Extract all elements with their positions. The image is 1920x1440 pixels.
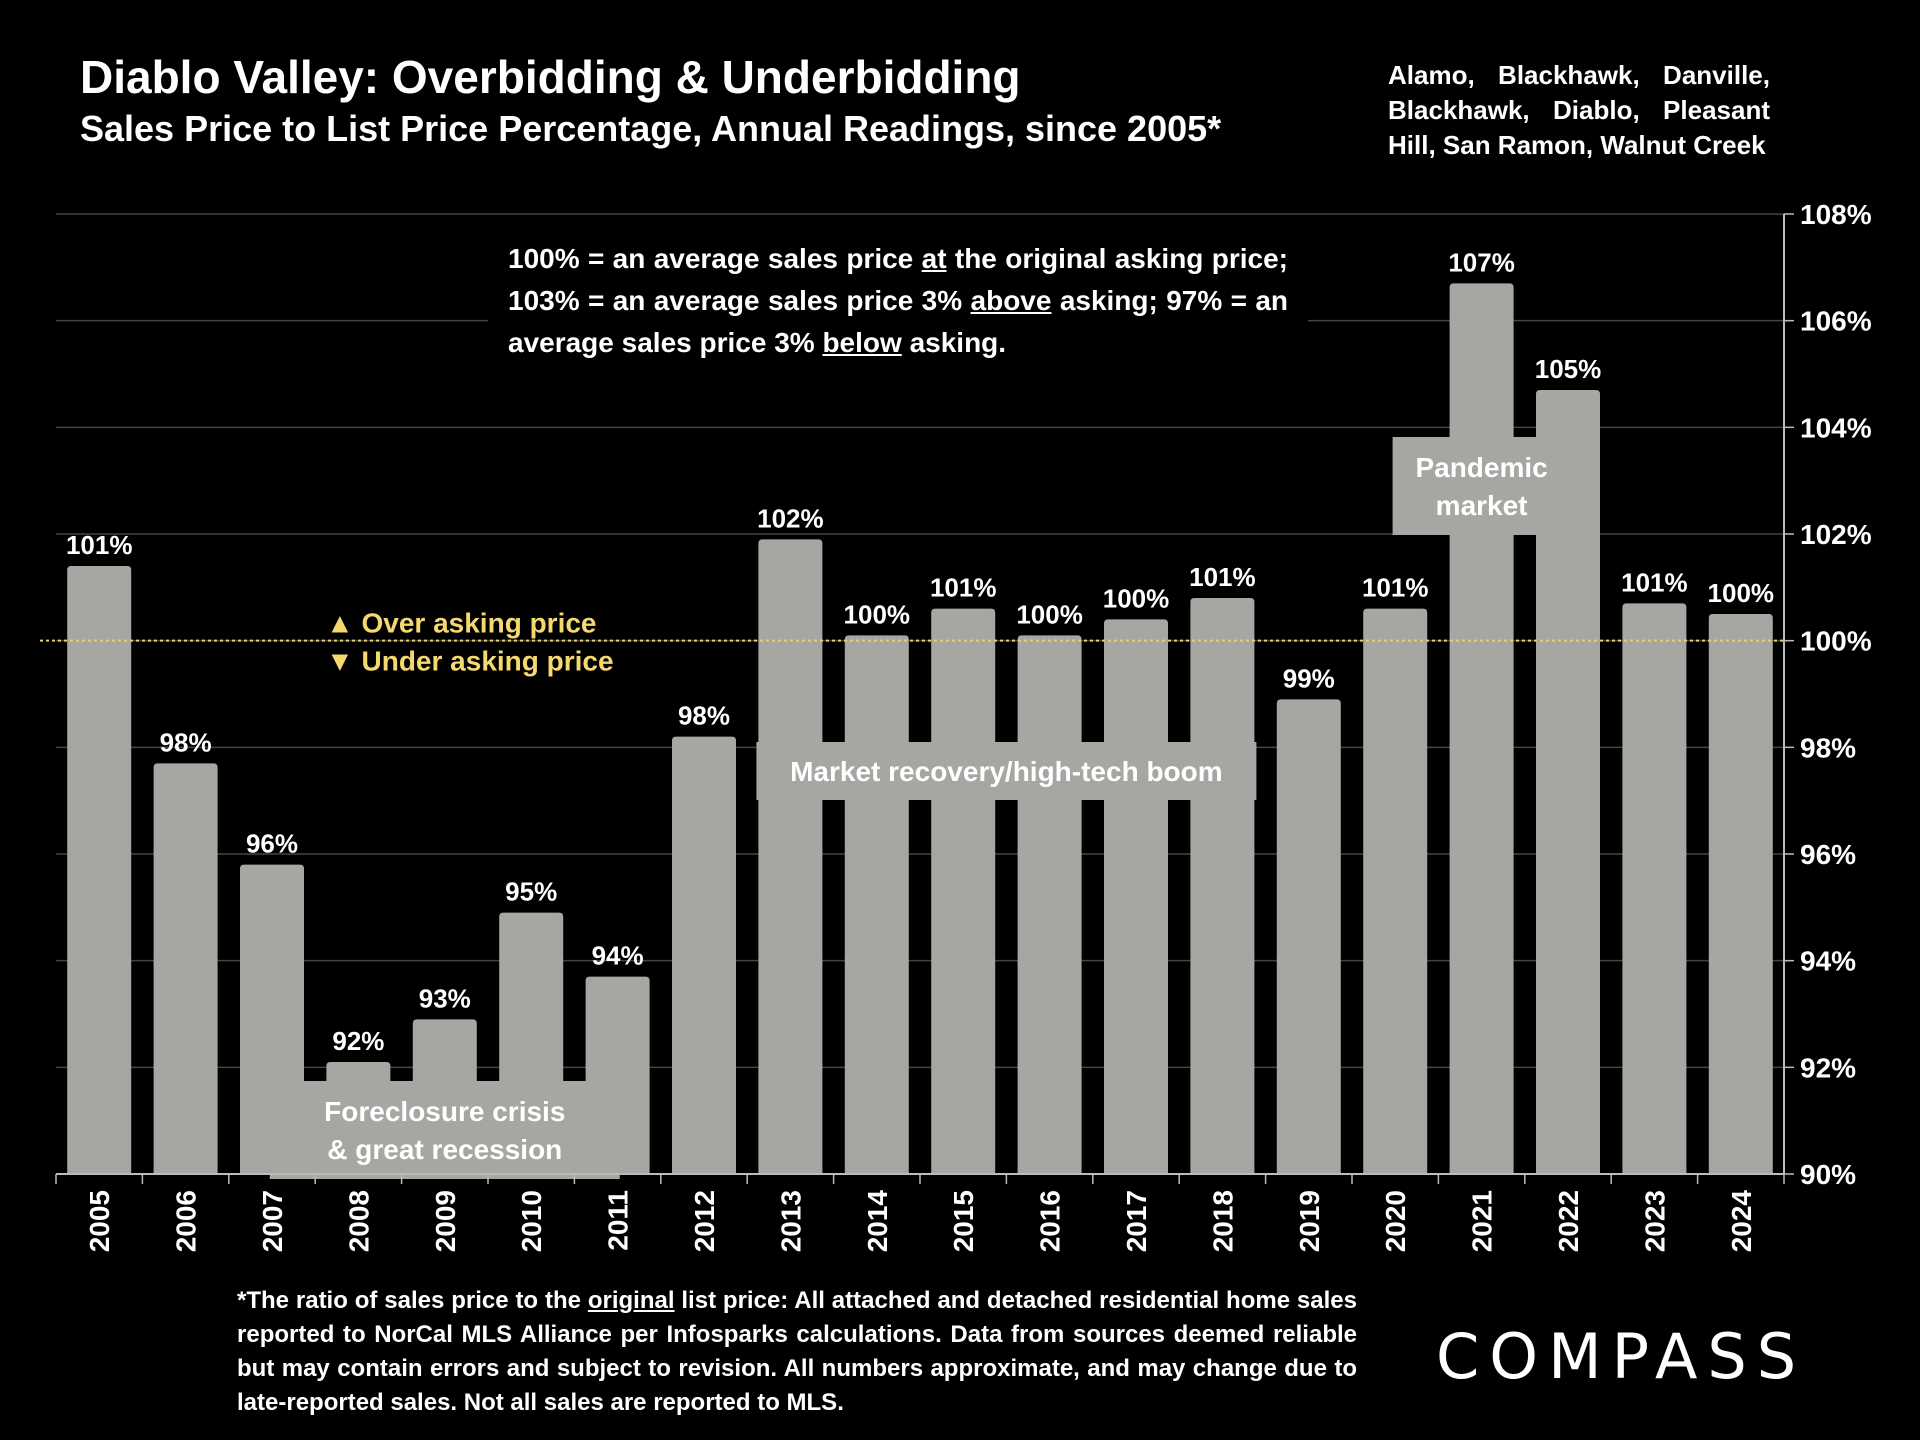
x-tick-label: 2016 <box>1035 1190 1066 1252</box>
data-label: 101% <box>66 530 133 560</box>
explanation-emphasis-at: at <box>921 243 947 274</box>
data-label: 100% <box>1016 599 1083 629</box>
x-tick-label: 2022 <box>1553 1190 1584 1252</box>
explanation-box-bg <box>488 232 1308 372</box>
bar <box>153 763 218 1174</box>
data-label: 107% <box>1448 247 1515 277</box>
y-tick-label: 108% <box>1800 199 1872 230</box>
annotation-text: market <box>1436 490 1528 521</box>
data-label: 101% <box>1621 567 1688 597</box>
data-label: 101% <box>930 573 997 603</box>
footnote: *The ratio of sales price to the origina… <box>237 1284 1357 1420</box>
data-label: 99% <box>1283 663 1335 693</box>
y-tick-label: 90% <box>1800 1159 1856 1190</box>
bar <box>844 635 909 1174</box>
bar <box>1536 390 1600 1174</box>
bar <box>758 539 823 1174</box>
annotation-text: Foreclosure crisis <box>324 1096 565 1127</box>
data-label: 100% <box>1708 578 1775 608</box>
explanation-part: asking; 97% = an average sales price 3% <box>508 285 1288 358</box>
data-label: 93% <box>419 983 471 1013</box>
x-tick-label: 2013 <box>775 1190 806 1252</box>
annotation-text: & great recession <box>327 1134 562 1165</box>
y-tick-label: 102% <box>1800 519 1872 550</box>
y-tick-label: 104% <box>1800 412 1872 443</box>
x-tick-label: 2011 <box>603 1190 634 1251</box>
x-tick-label: 2021 <box>1467 1190 1498 1252</box>
data-label: 96% <box>246 829 298 859</box>
bar <box>1190 598 1255 1174</box>
y-tick-label: 94% <box>1800 946 1856 977</box>
data-label: 102% <box>757 503 824 533</box>
y-tick-label: 92% <box>1800 1052 1856 1083</box>
bar <box>672 736 736 1174</box>
explanation-text: 100% = an average sales price at the ori… <box>508 238 1288 364</box>
bar <box>1708 614 1773 1174</box>
footnote-part: list price: All attached and detached re… <box>237 1287 1357 1416</box>
under-asking-label: ▼ Under asking price <box>326 646 614 677</box>
explanation-part: 100% = an average sales price <box>508 243 922 274</box>
bar <box>67 566 132 1174</box>
y-tick-label: 100% <box>1800 626 1872 657</box>
bar <box>1449 283 1514 1174</box>
y-tick-label: 96% <box>1800 839 1856 870</box>
explanation-part: the original asking price; 103% = an ave… <box>508 243 1288 316</box>
footnote-part: *The ratio of sales price to the <box>237 1287 588 1314</box>
x-tick-label: 2007 <box>257 1190 288 1252</box>
x-tick-label: 2008 <box>343 1190 374 1252</box>
annotation-box <box>1392 437 1571 535</box>
explanation-emphasis-above: above <box>970 285 1052 316</box>
bar <box>931 608 996 1174</box>
x-tick-label: 2009 <box>430 1190 461 1252</box>
x-tick-label: 2018 <box>1207 1190 1238 1252</box>
data-label: 98% <box>678 701 730 731</box>
chart-subtitle: Sales Price to List Price Percentage, An… <box>80 108 1222 149</box>
x-tick-label: 2017 <box>1121 1190 1152 1252</box>
x-tick-label: 2020 <box>1380 1190 1411 1252</box>
y-tick-label: 106% <box>1800 306 1872 337</box>
over-asking-label: ▲ Over asking price <box>326 608 597 639</box>
bar <box>1017 635 1082 1174</box>
bar <box>1622 603 1687 1174</box>
x-tick-label: 2024 <box>1726 1190 1757 1253</box>
areas-list: Alamo, Blackhawk, Danville, Blackhawk, D… <box>1388 60 1770 160</box>
x-tick-label: 2010 <box>516 1190 547 1252</box>
x-tick-label: 2023 <box>1639 1190 1670 1252</box>
x-tick-label: 2019 <box>1294 1190 1325 1252</box>
data-label: 105% <box>1535 354 1602 384</box>
bar <box>1276 699 1341 1174</box>
data-label: 101% <box>1189 562 1256 592</box>
bar <box>1363 608 1428 1174</box>
data-label: 94% <box>592 941 644 971</box>
chart-title: Diablo Valley: Overbidding & Underbiddin… <box>80 51 1021 103</box>
explanation-emphasis-below: below <box>822 327 902 358</box>
explanation-part: asking. <box>901 327 1007 358</box>
bar-chart: ▲ Over asking price▼ Under asking price … <box>40 199 1872 1253</box>
annotation-text: Market recovery/high-tech boom <box>790 756 1223 787</box>
data-label: 101% <box>1362 573 1429 603</box>
annotation-box <box>756 742 1257 800</box>
y-tick-label: 98% <box>1800 732 1856 763</box>
x-tick-label: 2006 <box>171 1190 202 1252</box>
compass-logo: COMPASS <box>1436 1320 1807 1393</box>
data-label: 98% <box>160 727 212 757</box>
data-label: 100% <box>1103 583 1170 613</box>
data-label: 95% <box>505 877 557 907</box>
x-tick-label: 2005 <box>84 1190 115 1252</box>
data-label: 100% <box>844 599 911 629</box>
data-label: 92% <box>332 1026 384 1056</box>
annotation-box <box>269 1081 620 1179</box>
x-tick-label: 2014 <box>862 1190 893 1253</box>
footnote-emphasis: original <box>587 1287 675 1314</box>
x-tick-label: 2015 <box>948 1190 979 1252</box>
x-tick-label: 2012 <box>689 1190 720 1252</box>
bar <box>1104 619 1168 1174</box>
annotation-text: Pandemic <box>1415 452 1547 483</box>
